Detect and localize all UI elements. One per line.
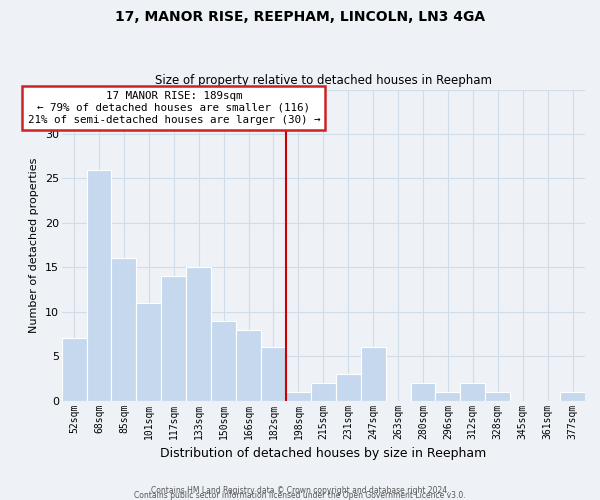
Bar [86,170,112,400]
Bar [336,374,361,400]
Bar [286,392,311,400]
Bar [311,383,336,400]
Text: Contains HM Land Registry data © Crown copyright and database right 2024.: Contains HM Land Registry data © Crown c… [151,486,449,495]
Text: Contains public sector information licensed under the Open Government Licence v3: Contains public sector information licen… [134,490,466,500]
Bar [261,348,286,401]
Bar [136,303,161,400]
Bar [62,338,86,400]
Bar [236,330,261,400]
Bar [560,392,585,400]
Bar [460,383,485,400]
Bar [436,392,460,400]
Title: Size of property relative to detached houses in Reepham: Size of property relative to detached ho… [155,74,492,87]
Bar [186,268,211,400]
Bar [211,320,236,400]
X-axis label: Distribution of detached houses by size in Reepham: Distribution of detached houses by size … [160,447,487,460]
Y-axis label: Number of detached properties: Number of detached properties [29,158,39,333]
Text: 17, MANOR RISE, REEPHAM, LINCOLN, LN3 4GA: 17, MANOR RISE, REEPHAM, LINCOLN, LN3 4G… [115,10,485,24]
Bar [361,348,386,401]
Text: 17 MANOR RISE: 189sqm
← 79% of detached houses are smaller (116)
21% of semi-det: 17 MANOR RISE: 189sqm ← 79% of detached … [28,92,320,124]
Bar [161,276,186,400]
Bar [485,392,510,400]
Bar [112,258,136,400]
Bar [410,383,436,400]
